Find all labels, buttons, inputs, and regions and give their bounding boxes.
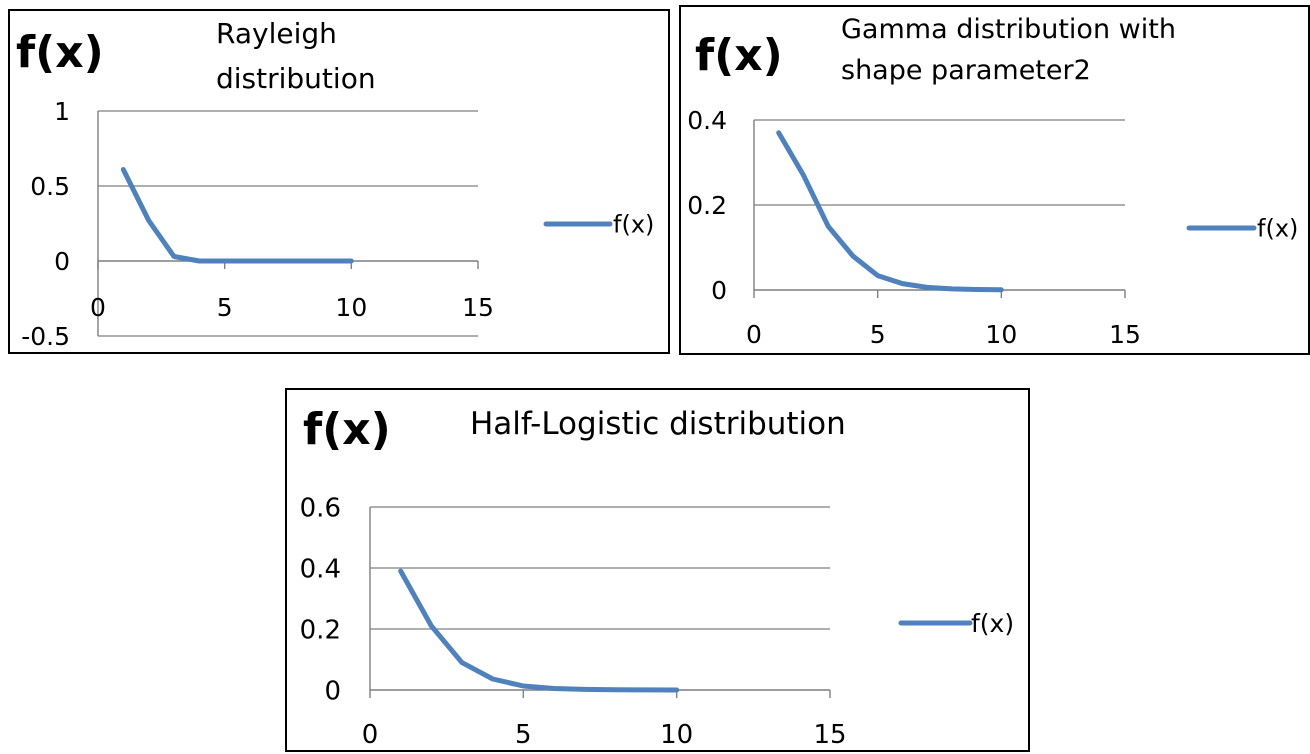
y-tick-label: 0.4 bbox=[300, 554, 341, 584]
chart-title-line: shape parameter2 bbox=[841, 55, 1091, 86]
series-line-fx bbox=[776, 130, 1004, 293]
chart-panel-half-logistic: f(x) Half-Logistic distribution 0.6 0.4 0.2 0… bbox=[285, 388, 1030, 752]
chart-svg-half-logistic: f(x) Half-Logistic distribution 0.6 0.4 0.2 0… bbox=[300, 404, 1014, 750]
chart-title-line: Rayleigh bbox=[216, 17, 337, 50]
chart-panel-gamma: f(x) Gamma distribution with shape paramet… bbox=[679, 5, 1310, 355]
x-tick-label: 10 bbox=[660, 720, 693, 750]
x-tick-label: 15 bbox=[1109, 320, 1141, 349]
series-line-fx bbox=[398, 568, 680, 693]
y-tick-label: 0.5 bbox=[30, 172, 70, 201]
x-tick-label: 5 bbox=[515, 720, 532, 750]
chart-title-line: distribution bbox=[216, 62, 376, 95]
y-axis-label: f(x) bbox=[303, 404, 391, 455]
y-axis-label: f(x) bbox=[695, 30, 783, 81]
y-tick-label: 0 bbox=[711, 276, 727, 305]
y-tick-label: 0.4 bbox=[687, 106, 727, 135]
x-tick-label: 0 bbox=[362, 720, 379, 750]
y-axis-label: f(x) bbox=[16, 27, 104, 78]
y-tick-label: 0.2 bbox=[687, 191, 727, 220]
x-tick-label: 10 bbox=[985, 320, 1017, 349]
legend-label: f(x) bbox=[971, 609, 1014, 638]
series-line-fx bbox=[120, 167, 354, 264]
x-tick-label: 5 bbox=[217, 293, 233, 322]
y-tick-label: 0.2 bbox=[300, 615, 341, 645]
y-tick-label: 0.6 bbox=[300, 493, 341, 523]
x-tick-label: 0 bbox=[90, 293, 106, 322]
chart-panel-rayleigh: f(x) Rayleigh distribution 1 0.5 0 -0.5 0 5 10 15 f… bbox=[8, 9, 670, 354]
y-tick-label: 1 bbox=[54, 97, 70, 126]
x-tick-label: 0 bbox=[746, 320, 762, 349]
chart-svg-rayleigh: f(x) Rayleigh distribution 1 0.5 0 -0.5 0 5 10 15 f… bbox=[16, 17, 654, 351]
y-tick-label: 0 bbox=[54, 247, 70, 276]
x-tick-label: 15 bbox=[813, 720, 846, 750]
legend-label: f(x) bbox=[1257, 215, 1298, 243]
chart-title-line: Half-Logistic distribution bbox=[470, 406, 846, 442]
y-tick-label: -0.5 bbox=[21, 322, 70, 351]
legend-label: f(x) bbox=[613, 211, 654, 239]
y-tick-label: 0 bbox=[324, 676, 341, 706]
x-tick-label: 10 bbox=[335, 293, 367, 322]
x-tick-label: 5 bbox=[870, 320, 886, 349]
x-tick-label: 15 bbox=[462, 293, 494, 322]
chart-title-line: Gamma distribution with bbox=[841, 14, 1176, 45]
chart-svg-gamma: f(x) Gamma distribution with shape paramet… bbox=[687, 14, 1298, 349]
